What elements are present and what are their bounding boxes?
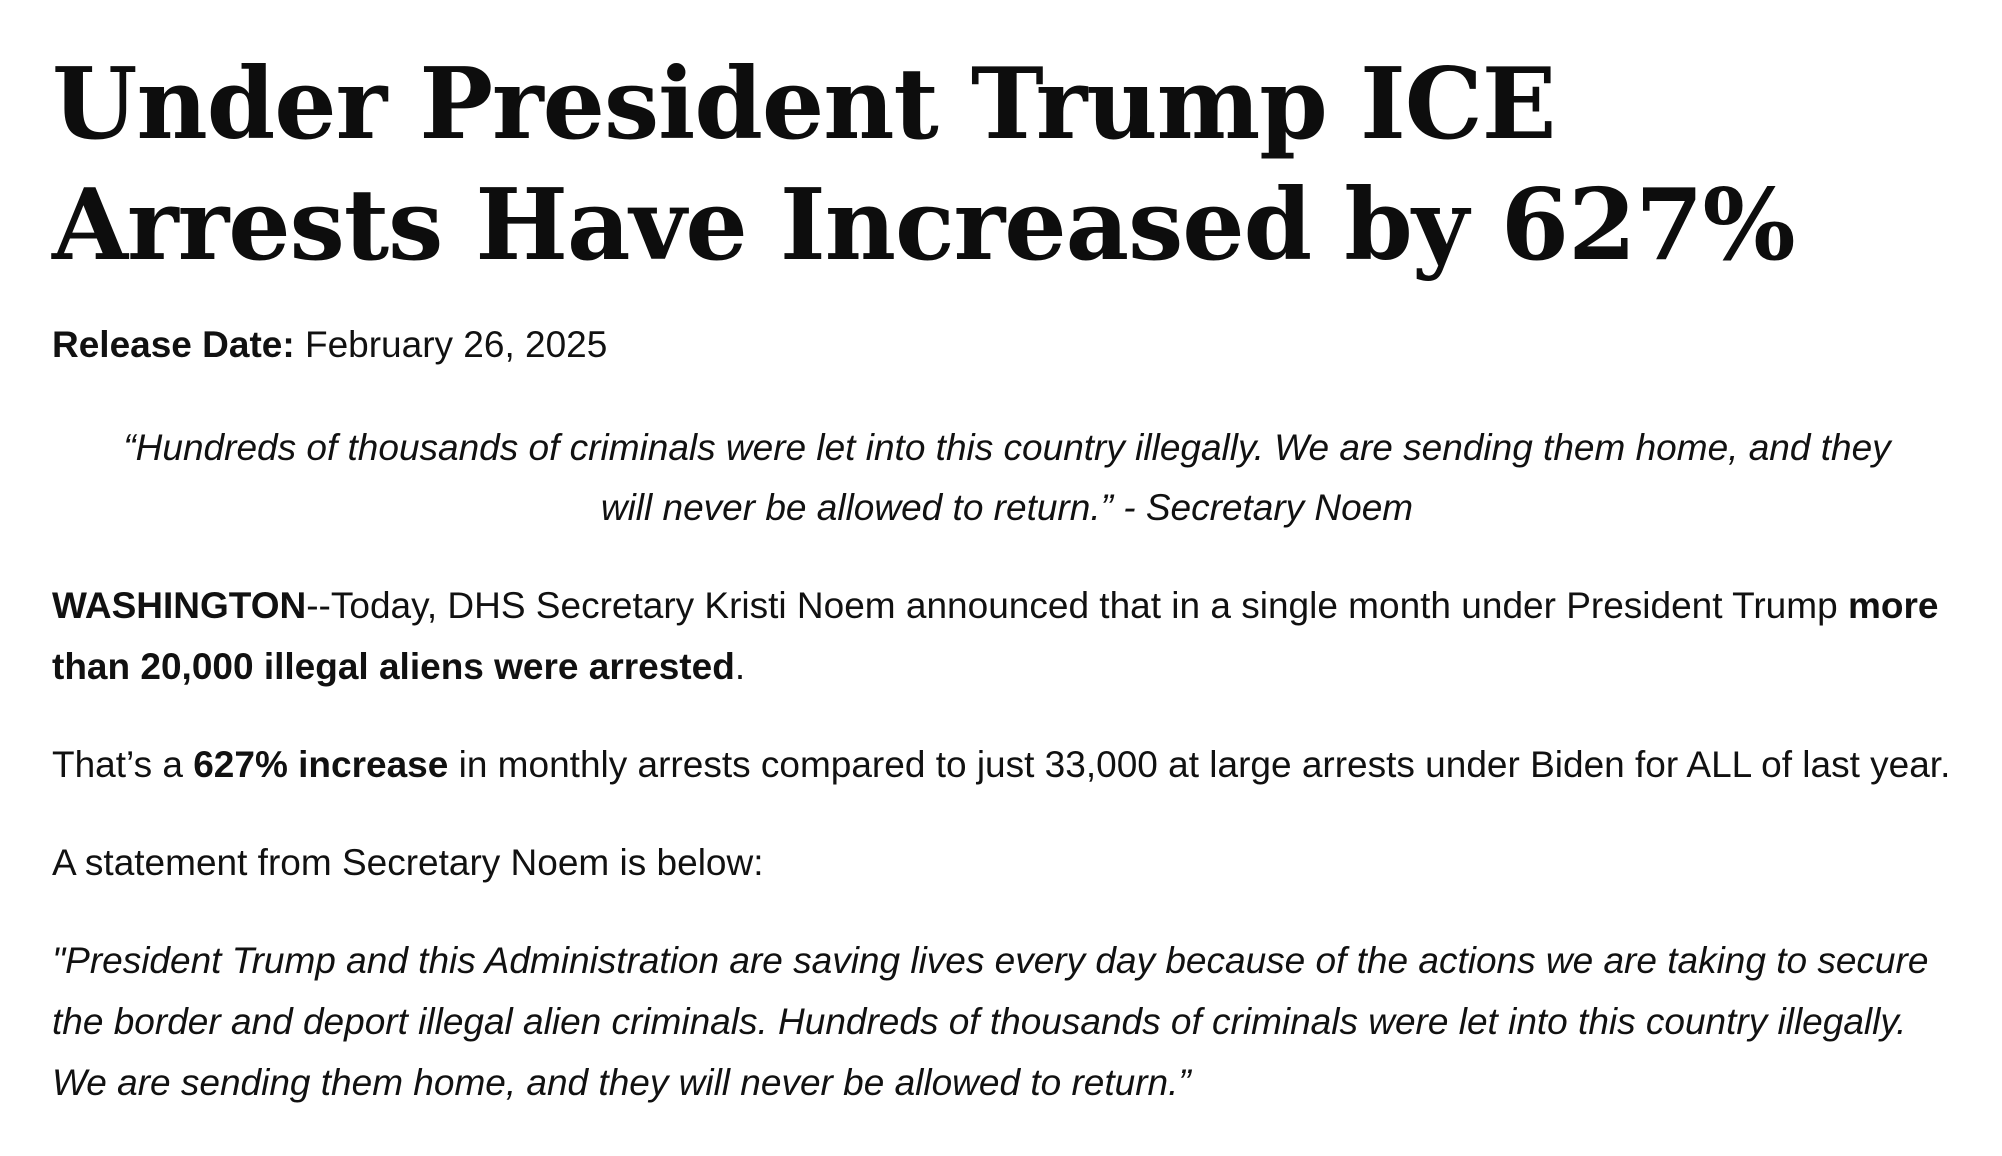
release-date-value: February 26, 2025 xyxy=(304,324,608,365)
secretary-statement: "President Trump and this Administration… xyxy=(52,940,1929,1103)
page-title: Under President Trump ICE Arrests Have I… xyxy=(52,47,1796,283)
release-date-line: Release Date: February 26, 2025 xyxy=(52,322,1962,368)
announcement-highlight: more than 20,000 illegal aliens were arr… xyxy=(52,585,1939,687)
body-paragraph-announcement: WASHINGTON--Today, DHS Secretary Kristi … xyxy=(52,575,1962,697)
announcement-text: --Today, DHS Secretary Kristi Noem annou… xyxy=(306,585,1848,626)
announcement-end: . xyxy=(734,646,746,687)
release-date-label: Release Date: xyxy=(52,324,295,365)
increase-text-start: That’s a xyxy=(52,744,194,785)
increase-text-end: in monthly arrests compared to just 33,0… xyxy=(448,744,1951,785)
dateline: WASHINGTON xyxy=(52,585,307,626)
body-paragraph-increase: That’s a 627% increase in monthly arrest… xyxy=(52,734,1962,795)
pull-quote: “Hundreds of thousands of criminals were… xyxy=(123,427,1891,528)
body-paragraph-statement-intro: A statement from Secretary Noem is below… xyxy=(52,842,764,883)
increase-highlight: 627% increase xyxy=(193,744,449,785)
